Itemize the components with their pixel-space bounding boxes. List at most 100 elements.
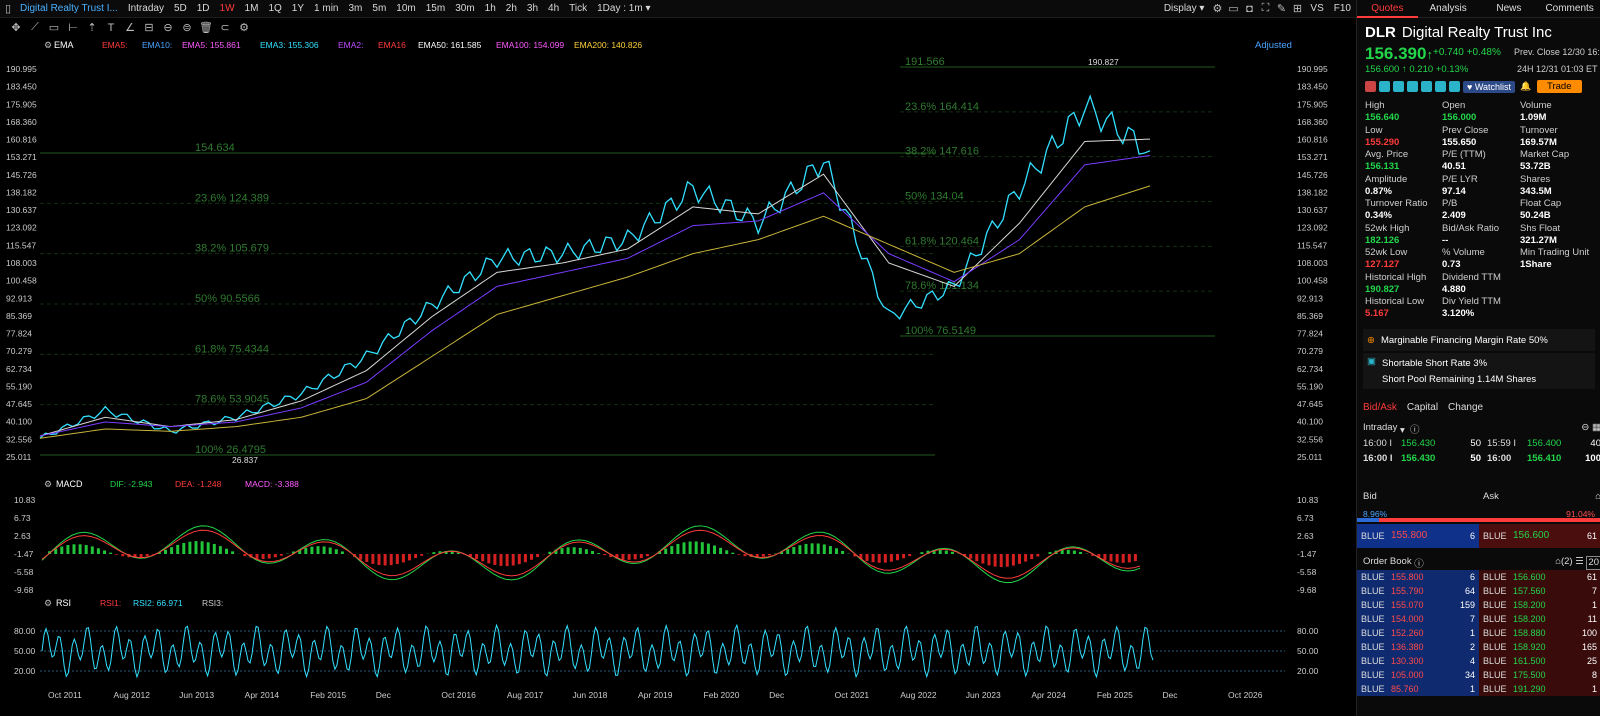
trash-icon[interactable]: 🗑: [199, 22, 213, 34]
period-10m[interactable]: 10m: [396, 3, 416, 14]
order-book-row[interactable]: BLUE 85.760 1 BLUE 191.290 1: [1357, 682, 1600, 696]
best-ask[interactable]: BLUE 156.600 61: [1479, 524, 1600, 548]
period-1d[interactable]: 1D: [196, 3, 210, 14]
bid-level[interactable]: BLUE 136.380 2: [1357, 640, 1479, 654]
ask-level[interactable]: BLUE 158.200 1: [1479, 598, 1600, 612]
ask-level[interactable]: BLUE 156.600 61: [1479, 570, 1600, 584]
bookmark-icon[interactable]: [1449, 81, 1460, 92]
subtab-bid-ask[interactable]: Bid/Ask: [1363, 402, 1397, 413]
trade-button[interactable]: Trade: [1537, 80, 1582, 93]
magnet-icon[interactable]: ⊖: [163, 22, 173, 34]
tab-comments[interactable]: Comments: [1545, 3, 1594, 14]
measure-icon[interactable]: ⊢: [68, 22, 78, 34]
bank-icon[interactable]: ⌂: [1595, 491, 1600, 502]
bell-icon[interactable]: 🔔: [1520, 81, 1532, 91]
period-5m[interactable]: 5m: [372, 3, 387, 14]
rectangle-icon[interactable]: ▭: [48, 22, 60, 34]
period-tick[interactable]: Tick: [569, 3, 588, 14]
alert-icon[interactable]: [1393, 81, 1404, 92]
layout-icon[interactable]: ▭: [1228, 3, 1239, 15]
best-quote-row[interactable]: BLUE 155.800 6 BLUE 156.600 61: [1357, 524, 1600, 548]
link-icon[interactable]: ⊂: [220, 22, 230, 34]
subtab-capital[interactable]: Capital: [1406, 402, 1439, 413]
ask-level[interactable]: BLUE 175.500 8: [1479, 668, 1600, 682]
note-icon[interactable]: [1407, 81, 1418, 92]
calendar-icon[interactable]: [1421, 81, 1432, 92]
depth-selector[interactable]: 20: [1586, 556, 1600, 570]
settings-icon[interactable]: ⚙: [1212, 3, 1223, 15]
gear-small-icon[interactable]: ⚙: [239, 22, 249, 34]
pen-icon[interactable]: ∠: [125, 22, 135, 34]
arrow-up-icon[interactable]: ⇡: [87, 22, 97, 34]
symbol-title[interactable]: Digital Realty Trust I...: [20, 3, 118, 14]
order-book-row[interactable]: BLUE 154.000 7 BLUE 158.200 11: [1357, 612, 1600, 626]
order-book-row[interactable]: BLUE 105.000 34 BLUE 175.500 8: [1357, 668, 1600, 682]
minus-icon[interactable]: ⊖: [1581, 422, 1590, 433]
watchlist-button[interactable]: ♥ Watchlist: [1463, 80, 1516, 93]
bank-small-icon[interactable]: ⌂: [1555, 556, 1561, 567]
list-icon[interactable]: ☰: [1575, 556, 1584, 567]
crosshair-icon[interactable]: ✥: [11, 22, 21, 34]
ask-level[interactable]: BLUE 158.200 11: [1479, 612, 1600, 626]
lock-icon[interactable]: ⊟: [144, 22, 154, 34]
period-1m[interactable]: 1M: [244, 3, 259, 14]
order-book-row[interactable]: BLUE 155.790 64 BLUE 157.560 7: [1357, 584, 1600, 598]
bid-level[interactable]: BLUE 105.000 34: [1357, 668, 1479, 682]
chart-area[interactable]: ⚙ EMA EMA5: EMA10: EMA5: 155.861 EMA3: 155.30…: [0, 37, 1356, 716]
period-4h[interactable]: 4h: [548, 3, 560, 14]
grid-icon[interactable]: ⊞: [1292, 3, 1303, 15]
order-book-row[interactable]: BLUE 152.260 1 BLUE 158.880 100: [1357, 626, 1600, 640]
ask-level[interactable]: BLUE 157.560 7: [1479, 584, 1600, 598]
bid-level[interactable]: BLUE 155.070 159: [1357, 598, 1479, 612]
f10-button[interactable]: F10: [1333, 3, 1351, 14]
period-30m[interactable]: 30m: [455, 3, 475, 14]
period-15m[interactable]: 15m: [425, 3, 446, 14]
ask-level[interactable]: BLUE 158.920 165: [1479, 640, 1600, 654]
bid-level[interactable]: BLUE 152.260 1: [1357, 626, 1479, 640]
tab-news[interactable]: News: [1496, 3, 1522, 14]
bid-level[interactable]: BLUE 155.800 6: [1357, 570, 1479, 584]
period-1w[interactable]: 1W: [219, 3, 235, 14]
period-1y[interactable]: 1Y: [291, 3, 305, 14]
period-2h[interactable]: 2h: [505, 3, 517, 14]
best-bid[interactable]: BLUE 155.800 6: [1357, 524, 1479, 548]
share-icon[interactable]: [1379, 81, 1390, 92]
ask-level[interactable]: BLUE 158.880 100: [1479, 626, 1600, 640]
tab-quotes[interactable]: Quotes: [1357, 0, 1418, 18]
period-1-min[interactable]: 1 min: [314, 3, 339, 14]
period-1h[interactable]: 1h: [484, 3, 496, 14]
margin-notice[interactable]: ⊕ Marginable Financing Margin Rate 50%: [1363, 329, 1595, 351]
ask-level[interactable]: BLUE 191.290 1: [1479, 682, 1600, 696]
tab-analysis[interactable]: Analysis: [1429, 3, 1467, 14]
filter-icon[interactable]: [1435, 81, 1446, 92]
period-3h[interactable]: 3h: [526, 3, 539, 14]
bid-level[interactable]: BLUE 130.300 4: [1357, 654, 1479, 668]
period-3m[interactable]: 3m: [348, 3, 363, 14]
ask-level[interactable]: BLUE 161.500 25: [1479, 654, 1600, 668]
draw-icon[interactable]: ✎: [1276, 3, 1287, 15]
short-notice[interactable]: ▣ Shortable Short Rate 3% Short Pool Remai…: [1363, 353, 1595, 389]
sidebar-toggle-icon[interactable]: ▯: [4, 3, 12, 15]
order-book-row[interactable]: BLUE 155.800 6 BLUE 156.600 61: [1357, 570, 1600, 584]
text-icon[interactable]: T: [107, 21, 115, 34]
period-5d[interactable]: 5D: [173, 3, 187, 14]
compare-button[interactable]: VS: [1310, 3, 1324, 14]
display-dropdown[interactable]: Display ▾: [1163, 3, 1205, 14]
intraday-row[interactable]: Intraday ▾ ⓘ⊖ ▦: [1363, 422, 1600, 436]
interval-dropdown[interactable]: 1Day : 1m ▾: [597, 3, 651, 14]
eye-icon[interactable]: ⊜: [182, 22, 192, 34]
fullscreen-icon[interactable]: ⛶: [1261, 2, 1270, 14]
bid-level[interactable]: BLUE 155.790 64: [1357, 584, 1479, 598]
order-book-row[interactable]: BLUE 136.380 2 BLUE 158.920 165: [1357, 640, 1600, 654]
flag-icon[interactable]: [1365, 81, 1376, 92]
trend-line-icon[interactable]: ⟋: [31, 21, 39, 33]
bid-level[interactable]: BLUE 85.760 1: [1357, 682, 1479, 696]
order-book-row[interactable]: BLUE 155.070 159 BLUE 158.200 1: [1357, 598, 1600, 612]
period-intraday[interactable]: Intraday: [127, 3, 164, 14]
subtab-change[interactable]: Change: [1448, 402, 1484, 413]
expand-icon[interactable]: ▦: [1592, 422, 1600, 436]
camera-icon[interactable]: ◘: [1246, 2, 1253, 15]
period-1q[interactable]: 1Q: [268, 3, 282, 14]
order-book-row[interactable]: BLUE 130.300 4 BLUE 161.500 25: [1357, 654, 1600, 668]
bid-level[interactable]: BLUE 154.000 7: [1357, 612, 1479, 626]
